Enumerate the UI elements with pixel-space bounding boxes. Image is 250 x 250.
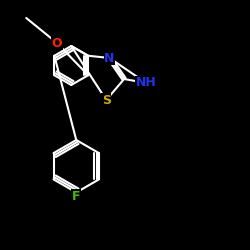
Text: F: F	[72, 190, 80, 203]
Text: NH: NH	[136, 76, 156, 90]
Text: S: S	[102, 94, 111, 106]
Text: N: N	[104, 52, 115, 64]
Text: O: O	[52, 36, 62, 50]
